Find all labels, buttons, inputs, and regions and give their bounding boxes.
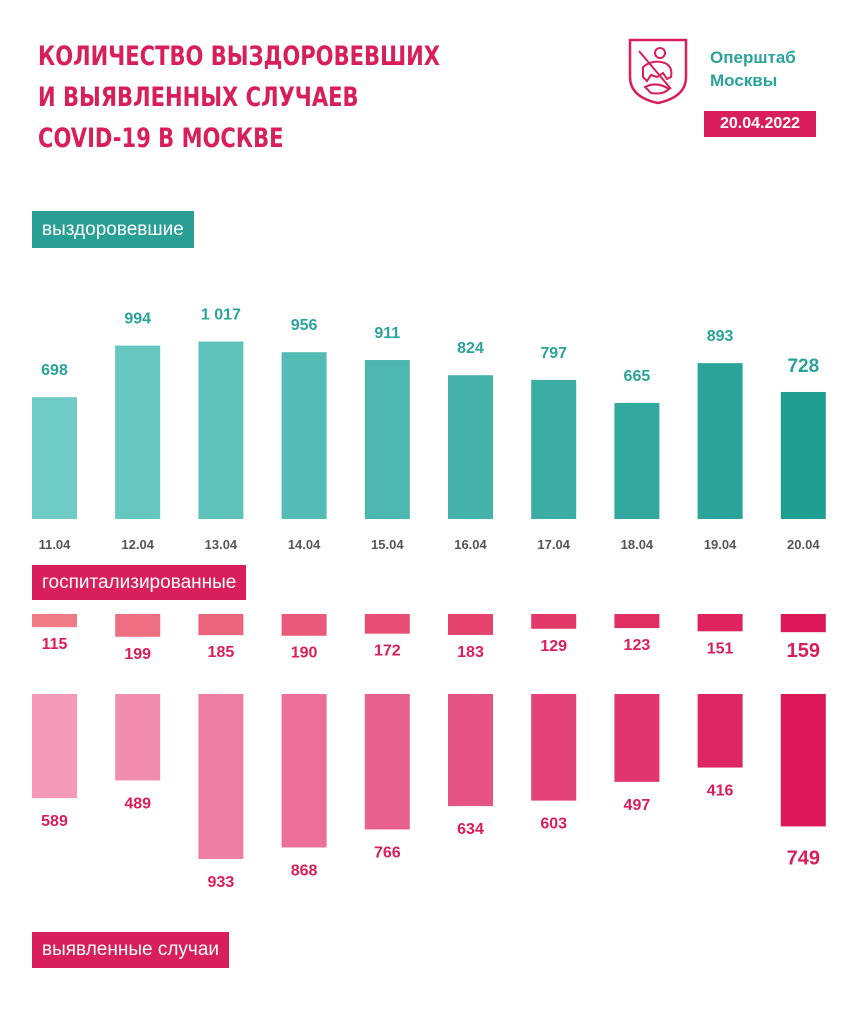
recovered-bar	[780, 391, 826, 519]
date-tick-label: 18.04	[621, 537, 654, 552]
hospitalized-value-label: 172	[374, 643, 401, 660]
date-tick-label: 17.04	[537, 537, 570, 552]
hospitalized-value-label: 151	[707, 640, 734, 657]
recovered-bar	[281, 352, 327, 519]
hospitalized-label: госпитализированные	[32, 565, 247, 600]
hospitalized-value-label: 190	[291, 645, 318, 662]
detected-value-label: 868	[291, 862, 318, 879]
detected-value-label: 489	[124, 795, 151, 812]
date-badge: 20.04.2022	[704, 111, 816, 137]
recovered-value-label: 728	[787, 356, 819, 377]
date-tick-label: 12.04	[121, 537, 154, 552]
recovered-bar	[364, 360, 410, 519]
detected-bar	[697, 694, 743, 768]
recovered-value-label: 824	[457, 340, 484, 357]
hospitalized-bar	[780, 614, 826, 633]
recovered-bar	[531, 379, 577, 519]
hospitalized-bar	[448, 614, 493, 635]
detected-value-label: 766	[374, 844, 401, 861]
detected-bar	[780, 694, 826, 827]
recovered-bar	[614, 402, 660, 519]
date-tick-label: 16.04	[454, 537, 487, 552]
recovered-label: выздоровевшие	[32, 211, 194, 248]
detected-value-label: 416	[707, 783, 734, 800]
hospitalized-value-label: 199	[124, 646, 151, 663]
hospitalized-bar	[614, 614, 660, 629]
recovered-bar	[198, 341, 244, 519]
date-tick-label: 13.04	[205, 537, 238, 552]
detected-bar	[448, 694, 493, 807]
hospitalized-value-label: 159	[787, 640, 820, 662]
recovered-value-label: 893	[707, 328, 734, 345]
detected-bar	[614, 694, 660, 782]
recovered-value-label: 956	[291, 317, 318, 334]
recovered-value-label: 698	[41, 362, 68, 379]
date-tick-label: 14.04	[288, 537, 321, 552]
detected-value-label: 603	[540, 816, 567, 833]
date-tick-label: 15.04	[371, 537, 404, 552]
date-tick-label: 20.04	[787, 537, 820, 552]
hospitalized-value-label: 183	[457, 644, 484, 661]
org-name: Оперштаб Москвы	[710, 46, 796, 92]
org-line-2: Москвы	[710, 71, 778, 90]
detected-bar	[281, 694, 327, 848]
hospitalized-bar	[531, 614, 577, 629]
recovered-bar	[115, 345, 161, 519]
hospitalized-bar	[364, 614, 410, 634]
recovered-bar	[697, 363, 743, 519]
hospitalized-value-label: 129	[540, 638, 567, 655]
moscow-coat-of-arms-icon	[627, 37, 689, 109]
hospitalized-value-label: 123	[624, 637, 651, 654]
recovered-bar	[448, 375, 493, 519]
recovered-bar	[32, 397, 77, 519]
detected-bar	[115, 694, 161, 781]
detected-value-label: 634	[457, 821, 484, 838]
hospitalized-bar	[198, 614, 244, 636]
org-line-1: Оперштаб	[710, 48, 796, 67]
recovered-value-label: 1 017	[201, 307, 241, 324]
date-tick-label: 19.04	[704, 537, 737, 552]
recovered-value-label: 665	[624, 368, 651, 385]
title-line-2: И ВЫЯВЛЕННЫХ СЛУЧАЕВ	[38, 82, 359, 113]
detected-bar	[364, 694, 410, 830]
title-line-1: КОЛИЧЕСТВО ВЫЗДОРОВЕВШИХ	[38, 41, 440, 72]
detected-value-label: 933	[208, 874, 235, 891]
detected-value-label: 749	[787, 847, 820, 869]
page-title: КОЛИЧЕСТВО ВЫЗДОРОВЕВШИХ И ВЫЯВЛЕННЫХ СЛ…	[38, 36, 440, 159]
detected-bar	[198, 694, 244, 859]
recovered-value-label: 994	[124, 311, 151, 328]
hospitalized-bar	[32, 614, 77, 628]
hospitalized-bar	[697, 614, 743, 632]
recovered-value-label: 797	[540, 345, 567, 362]
detected-label: выявленные случаи	[32, 932, 230, 968]
detected-value-label: 497	[624, 797, 651, 814]
date-tick-label: 11.04	[39, 537, 72, 552]
hospitalized-value-label: 185	[208, 644, 235, 661]
hospitalized-bar	[115, 614, 161, 637]
recovered-value-label: 911	[374, 325, 400, 342]
detected-bar	[32, 694, 77, 799]
hospitalized-value-label: 115	[42, 636, 68, 653]
title-line-3: COVID-19 В МОСКВЕ	[38, 123, 284, 154]
detected-value-label: 589	[41, 813, 68, 830]
hospitalized-bar	[281, 614, 327, 636]
detected-bar	[531, 694, 577, 801]
